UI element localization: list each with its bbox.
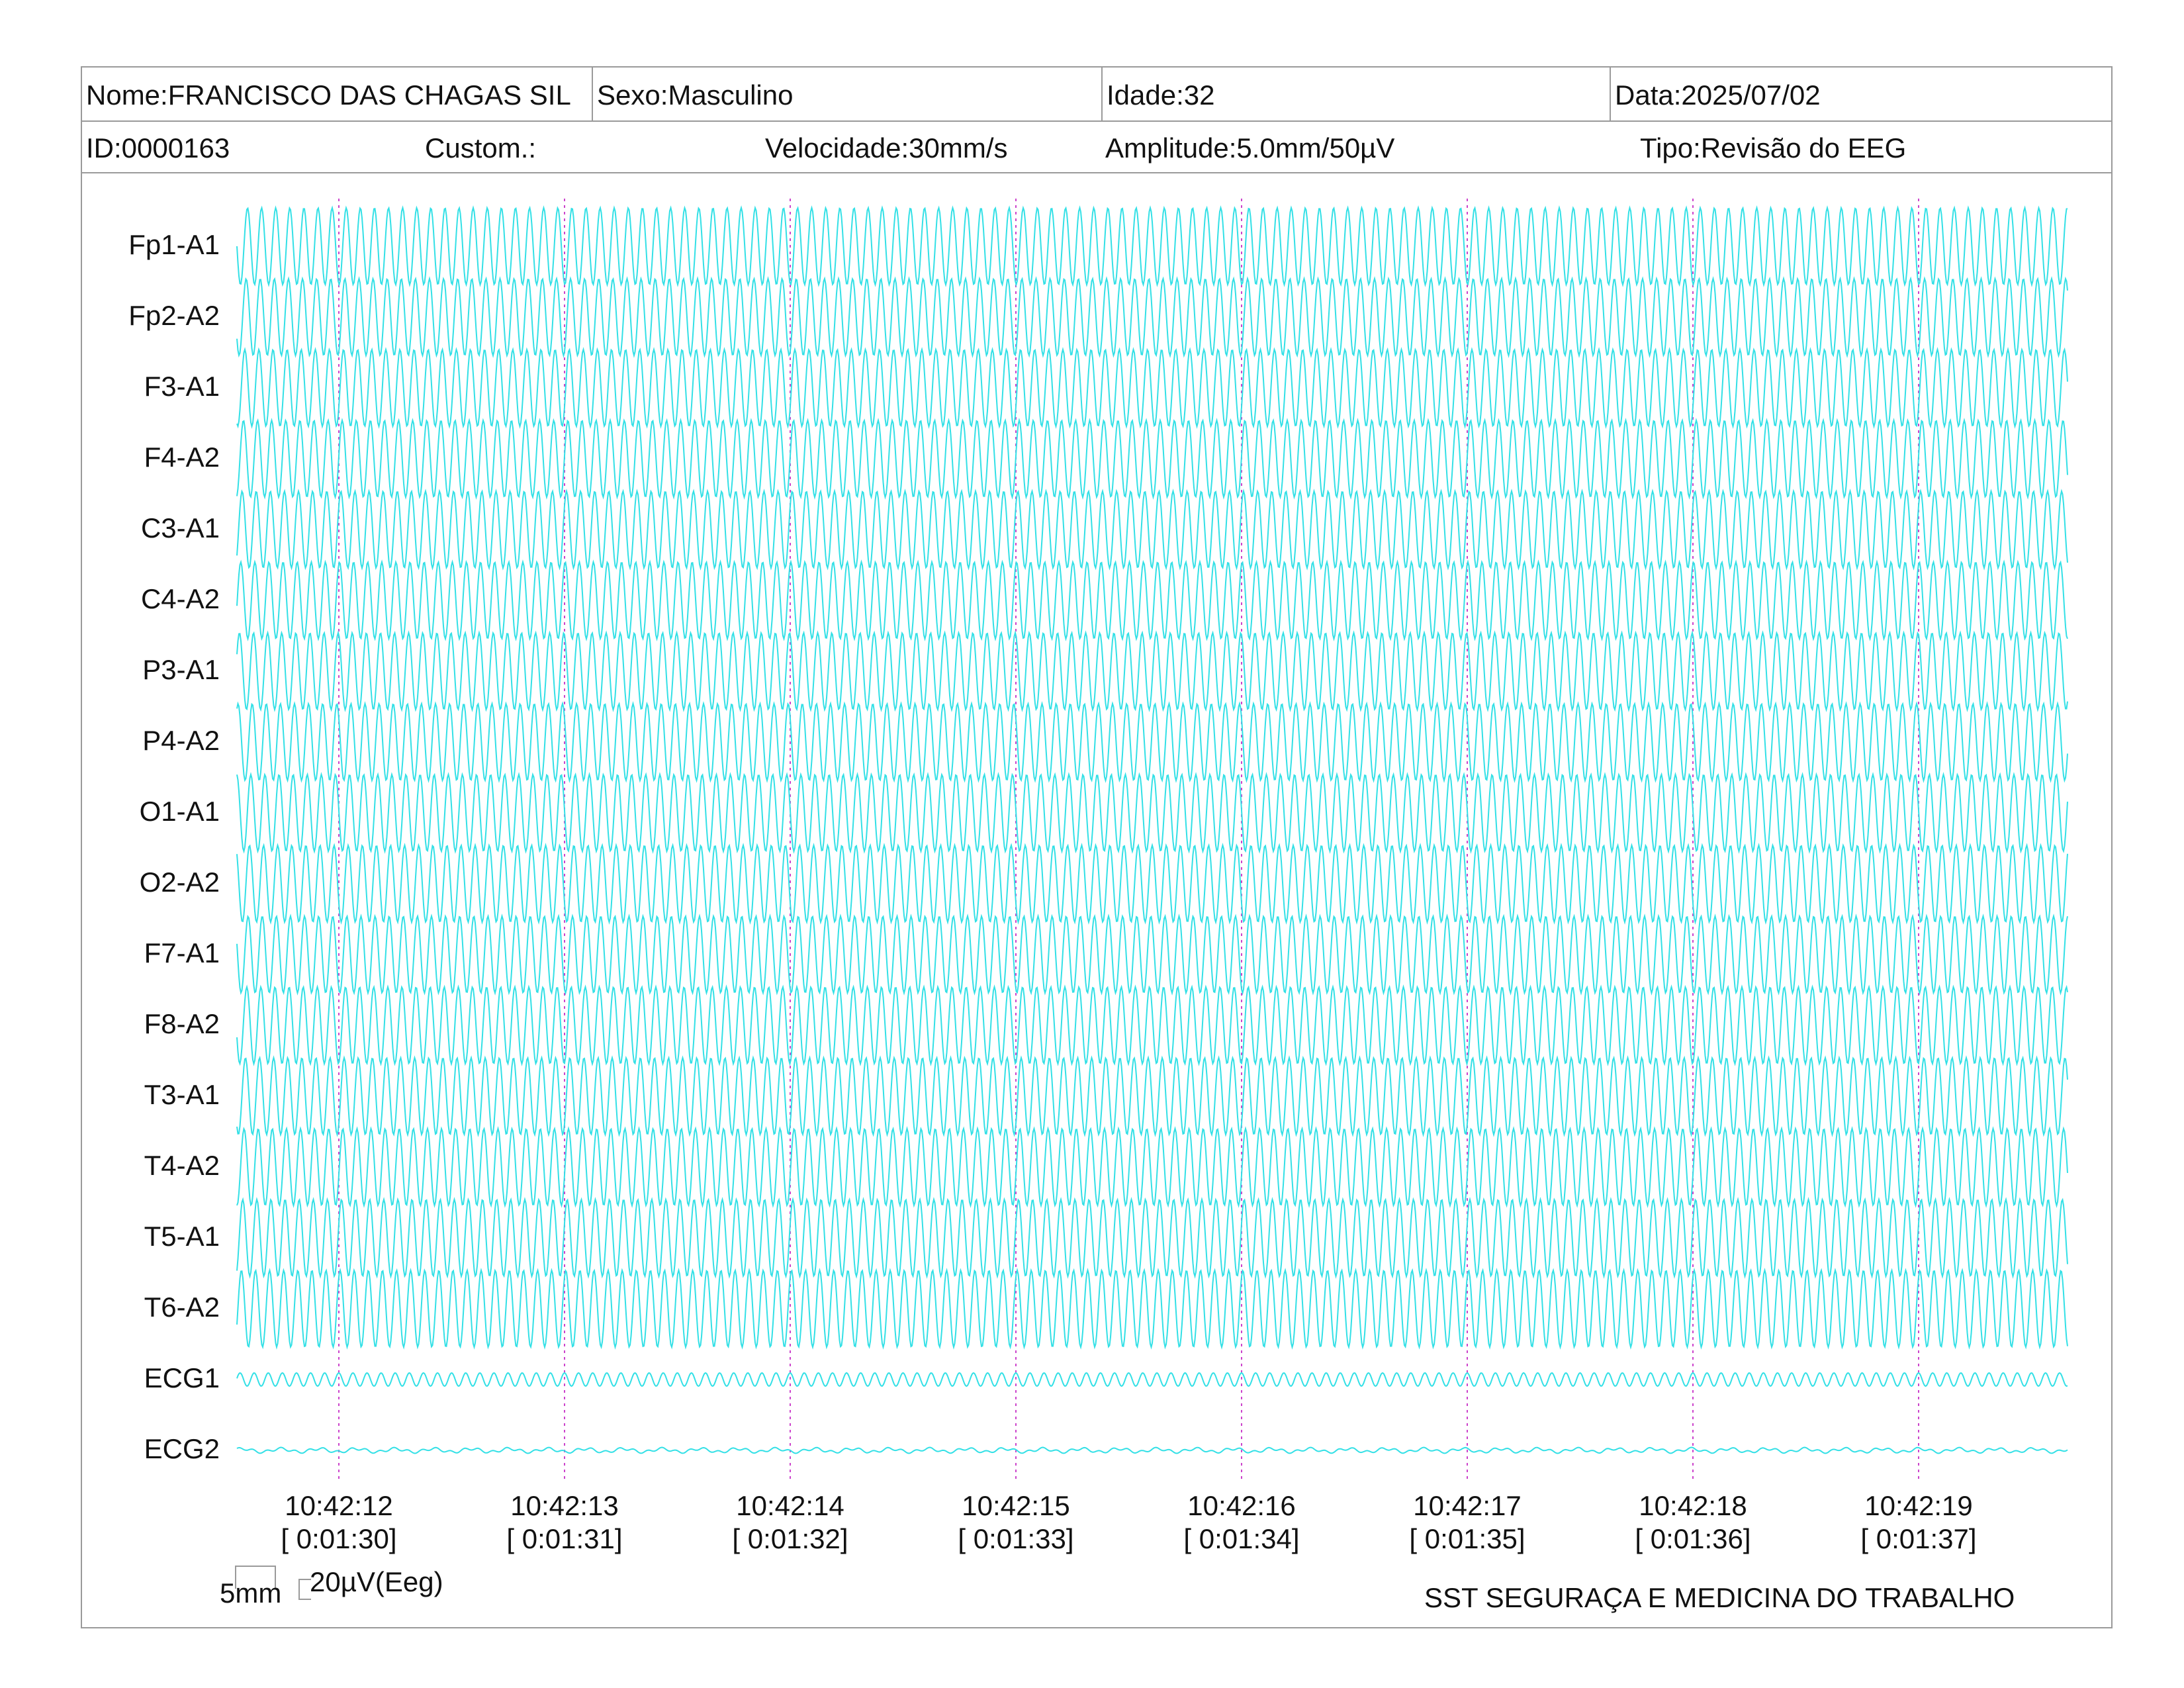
channel-label: C3-A1 xyxy=(140,512,220,543)
clock-time: 10:42:13 xyxy=(510,1490,619,1521)
report-frame: Nome:FRANCISCO DAS CHAGAS SIL Sexo:Mascu… xyxy=(81,66,2113,1628)
channel-label: T5-A1 xyxy=(144,1221,220,1252)
channel-trace xyxy=(236,1446,2068,1454)
speed-setting: Velocidade:30mm/s xyxy=(765,132,1008,164)
channel-trace xyxy=(236,1372,2068,1387)
elapsed-time: [ 0:01:32] xyxy=(732,1523,848,1554)
channel-trace xyxy=(236,984,2068,1066)
exam-date: Data:2025/07/02 xyxy=(1610,68,2111,120)
elapsed-time: [ 0:01:34] xyxy=(1183,1523,1300,1554)
channel-label: ECG2 xyxy=(144,1433,220,1464)
channel-label: F7-A1 xyxy=(144,937,220,968)
amplitude-scale-bracket xyxy=(298,1579,311,1600)
channel-trace xyxy=(236,772,2068,854)
elapsed-time: [ 0:01:33] xyxy=(958,1523,1074,1554)
clock-time: 10:42:15 xyxy=(962,1490,1070,1521)
channel-trace xyxy=(236,1268,2068,1350)
channel-label: P3-A1 xyxy=(142,654,220,685)
company-name: SST SEGURAÇA E MEDICINA DO TRABALHO xyxy=(1424,1582,2015,1613)
channel-label: F4-A2 xyxy=(144,442,220,473)
channel-trace xyxy=(236,701,2068,783)
channel-label: T3-A1 xyxy=(144,1079,220,1110)
time-marker-label: 10:42:13[ 0:01:31] xyxy=(478,1489,651,1556)
clock-time: 10:42:17 xyxy=(1413,1490,1522,1521)
time-marker-label: 10:42:18[ 0:01:36] xyxy=(1607,1489,1779,1556)
time-marker-label: 10:42:12[ 0:01:30] xyxy=(253,1489,425,1556)
channel-label: C4-A2 xyxy=(140,583,220,614)
channel-label: Fp1-A1 xyxy=(128,229,220,260)
channel-trace xyxy=(236,559,2068,641)
custom-field: Custom.: xyxy=(425,132,537,164)
channel-label: Fp2-A2 xyxy=(128,300,220,331)
elapsed-time: [ 0:01:37] xyxy=(1860,1523,1977,1554)
elapsed-time: [ 0:01:30] xyxy=(281,1523,397,1554)
channel-trace xyxy=(236,1197,2068,1279)
time-marker-label: 10:42:17[ 0:01:35] xyxy=(1381,1489,1553,1556)
channel-trace xyxy=(236,205,2068,287)
channel-label: ECG1 xyxy=(144,1362,220,1393)
clock-time: 10:42:18 xyxy=(1639,1490,1747,1521)
time-marker-label: 10:42:16[ 0:01:34] xyxy=(1156,1489,1328,1556)
patient-name: Nome:FRANCISCO DAS CHAGAS SIL xyxy=(86,79,571,111)
exam-type: Tipo:Revisão do EEG xyxy=(1640,132,1907,164)
channel-trace xyxy=(236,630,2068,712)
channel-trace xyxy=(236,347,2068,429)
patient-id: ID:0000163 xyxy=(86,132,230,164)
channel-trace xyxy=(236,418,2068,500)
elapsed-time: [ 0:01:31] xyxy=(506,1523,623,1554)
time-scale-label: 5mm xyxy=(220,1577,282,1609)
elapsed-time: [ 0:01:36] xyxy=(1635,1523,1751,1554)
channel-trace xyxy=(236,489,2068,571)
channel-label: T4-A2 xyxy=(144,1150,220,1181)
channel-trace xyxy=(236,276,2068,358)
time-scale-bracket xyxy=(235,1566,276,1589)
channel-label: O1-A1 xyxy=(139,796,220,827)
amplitude-setting: Amplitude:5.0mm/50µV xyxy=(1105,132,1395,164)
header-row-1: Nome:FRANCISCO DAS CHAGAS SIL Sexo:Mascu… xyxy=(82,68,2111,122)
clock-time: 10:42:14 xyxy=(736,1490,844,1521)
header-row-2: ID:0000163 Custom.: Velocidade:30mm/s Am… xyxy=(82,122,2111,173)
channel-trace xyxy=(236,1055,2068,1137)
channel-label: O2-A2 xyxy=(139,867,220,898)
channel-trace xyxy=(236,914,2068,996)
channel-label: F3-A1 xyxy=(144,371,220,402)
channel-trace xyxy=(236,843,2068,925)
clock-time: 10:42:19 xyxy=(1864,1490,1973,1521)
clock-time: 10:42:16 xyxy=(1187,1490,1296,1521)
time-marker-label: 10:42:14[ 0:01:32] xyxy=(704,1489,876,1556)
channel-trace xyxy=(236,1126,2068,1208)
channel-label: T6-A2 xyxy=(144,1291,220,1323)
time-marker-label: 10:42:15[ 0:01:33] xyxy=(930,1489,1102,1556)
channel-label: F8-A2 xyxy=(144,1008,220,1039)
patient-age: Idade:32 xyxy=(1101,68,1610,120)
channel-label: P4-A2 xyxy=(142,725,220,756)
time-marker-label: 10:42:19[ 0:01:37] xyxy=(1833,1489,2005,1556)
amplitude-scale-label: 20µV(Eeg) xyxy=(310,1566,443,1597)
patient-sex: Sexo:Masculino xyxy=(592,68,1101,120)
clock-time: 10:42:12 xyxy=(285,1490,393,1521)
elapsed-time: [ 0:01:35] xyxy=(1409,1523,1525,1554)
